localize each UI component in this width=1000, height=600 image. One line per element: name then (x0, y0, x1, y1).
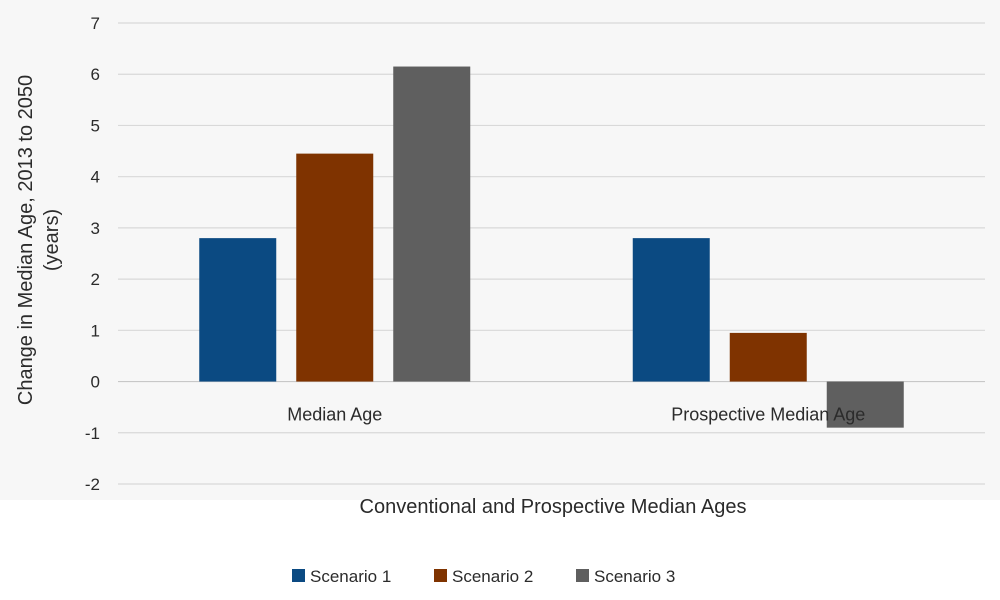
bar-scenario-2 (729, 332, 807, 382)
y-tick-label: 5 (91, 116, 100, 135)
category-label: Prospective Median Age (671, 405, 865, 425)
bar-scenario-3 (393, 66, 471, 382)
legend-label: Scenario 3 (594, 567, 675, 586)
bar-scenario-1 (199, 238, 277, 382)
y-tick-label: 2 (91, 270, 100, 289)
y-axis-title-line2: (years) (41, 209, 63, 271)
legend-swatch (576, 569, 589, 582)
y-tick-label: 0 (91, 373, 100, 392)
legend-swatch (292, 569, 305, 582)
legend-label: Scenario 2 (452, 567, 533, 586)
x-axis-title: Conventional and Prospective Median Ages (360, 496, 747, 518)
y-tick-label: 3 (91, 219, 100, 238)
category-labels: Median Age Prospective Median Age (287, 405, 865, 425)
bar-scenario-2 (296, 153, 374, 382)
y-tick-labels: -2 -1 0 1 2 3 4 5 6 7 (85, 14, 100, 494)
y-tick-label: 7 (91, 14, 100, 33)
y-tick-label: 1 (91, 321, 100, 340)
y-axis-title-line1: Change in Median Age, 2013 to 2050 (15, 75, 37, 405)
bars (199, 66, 904, 428)
bar-scenario-3 (826, 381, 904, 428)
legend-swatch (434, 569, 447, 582)
bar-scenario-1 (632, 238, 710, 382)
legend-label: Scenario 1 (310, 567, 391, 586)
legend: Scenario 1 Scenario 2 Scenario 3 (292, 567, 675, 586)
y-tick-label: 6 (91, 65, 100, 84)
y-tick-label: 4 (91, 168, 100, 187)
y-tick-label: -1 (85, 424, 100, 443)
category-label: Median Age (287, 405, 382, 425)
y-tick-label: -2 (85, 475, 100, 494)
